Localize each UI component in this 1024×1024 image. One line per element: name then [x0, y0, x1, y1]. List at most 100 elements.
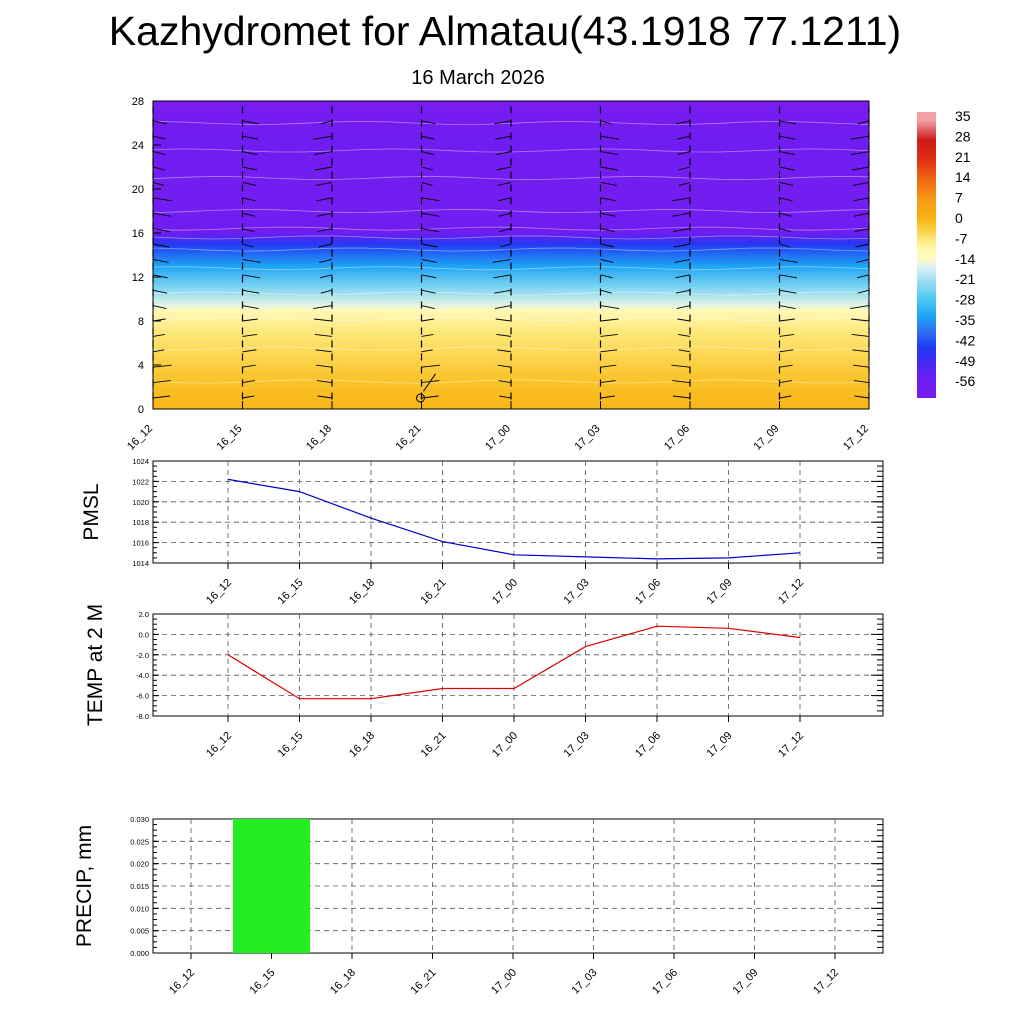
wind-barb: [674, 258, 691, 263]
wind-barb: [152, 228, 170, 233]
wind-barb: [421, 228, 439, 233]
wind-barb: [315, 181, 333, 186]
pmsl-panel: 1014 1016 1018 1020 1022 1024 16_12 16_15 16_18 1…: [80, 457, 884, 607]
y-tick-label: 0.020: [130, 860, 149, 869]
wind-barb: [421, 120, 436, 125]
wind-barb: [421, 258, 438, 263]
y-tick-label: 24: [132, 140, 144, 152]
contour-line: [152, 235, 870, 240]
colorbar-label: -28: [955, 292, 975, 308]
x-tick-label: 17_00: [490, 730, 520, 760]
x-tick-label: 16_18: [347, 730, 377, 760]
wind-barb: [152, 197, 172, 202]
wind-barb: [493, 274, 512, 279]
y-tick-label: 0.030: [130, 815, 149, 824]
wind-barb: [671, 364, 691, 368]
wind-barb: [497, 181, 512, 186]
wind-barb: [421, 289, 436, 294]
x-tick-label: 17_09: [705, 730, 735, 760]
wind-barb: [851, 151, 870, 156]
y-tick-label: 1020: [132, 498, 149, 507]
y-tick-label: 0.000: [130, 949, 149, 958]
y-tick-label: 1024: [132, 457, 149, 466]
precip-panel: 0.000 0.005 0.010 0.015 0.020 0.025 0.030 16_12…: [73, 815, 884, 997]
wind-barb: [779, 364, 793, 368]
wind-barb: [320, 120, 333, 125]
x-tick-label: 16_15: [248, 967, 278, 997]
chart-subtitle: 16 March 2026: [411, 67, 545, 89]
wind-barb: [152, 258, 169, 263]
wind-barb: [675, 274, 691, 279]
panel-frame: [152, 613, 884, 717]
x-tick-label: 16_21: [394, 423, 424, 453]
wind-barb: [242, 349, 257, 353]
colorbar-label: -14: [955, 251, 975, 267]
wind-barb: [779, 380, 792, 384]
wind-barb: [678, 166, 691, 171]
y-tick-label: 2.0: [139, 610, 149, 619]
wind-barb: [421, 197, 440, 202]
wind-barb: [856, 258, 870, 263]
wind-barb: [152, 243, 170, 248]
x-tick-label: 17_12: [811, 967, 841, 997]
wind-barb: [152, 120, 167, 125]
wind-barb: [496, 333, 512, 337]
wind-barb: [242, 274, 261, 279]
x-tick-label: 16_21: [409, 967, 439, 997]
wind-barb: [421, 364, 441, 368]
wind-barb: [852, 349, 870, 353]
wind-barb: [600, 274, 613, 279]
wind-barb: [242, 258, 261, 263]
colorbar-label: 7: [955, 190, 963, 206]
wind-barb: [421, 135, 435, 140]
wind-barb: [499, 228, 512, 233]
wind-barb: [672, 380, 691, 384]
wind-barb: [497, 364, 512, 368]
wind-barb: [600, 318, 619, 322]
wind-barb: [242, 364, 256, 368]
wind-barb: [675, 289, 691, 294]
wind-barb: [152, 305, 167, 310]
wind-barb: [242, 120, 260, 125]
wind-barb: [853, 212, 870, 217]
wind-barb: [600, 181, 617, 186]
precip-bar: [233, 819, 310, 953]
wind-barb: [242, 197, 256, 202]
wind-barb: [850, 135, 870, 140]
wind-barb: [315, 349, 333, 353]
wind-barb: [313, 318, 333, 322]
y-tick-label: 20: [132, 184, 144, 196]
wind-barb: [242, 135, 259, 140]
wind-barb: [853, 197, 870, 202]
y-tick-label: 28: [132, 96, 144, 108]
colorbar-strip: [917, 112, 936, 398]
wind-barb: [318, 243, 333, 248]
colorbar-label: 28: [955, 128, 971, 144]
wind-barb: [242, 318, 258, 322]
wind-barb: [421, 151, 435, 156]
y-tick-label: 0: [138, 404, 144, 416]
wind-barb: [421, 274, 437, 279]
y-axis-label: PRECIP, mm: [73, 825, 96, 947]
wind-barb: [779, 212, 792, 217]
y-tick-label: 0.015: [130, 882, 149, 891]
wind-barb: [242, 212, 255, 217]
wind-barb: [421, 349, 433, 353]
x-tick-label: 16_21: [419, 730, 449, 760]
wind-barb: [317, 395, 333, 399]
wind-barb: [779, 243, 791, 248]
wind-barb: [677, 151, 691, 156]
wind-barb: [779, 181, 794, 186]
wind-barb: [854, 228, 870, 233]
wind-barb: [850, 318, 870, 322]
wind-barb: [600, 289, 612, 294]
y-axis-label: TEMP at 2 M: [84, 604, 107, 726]
wind-barb: [600, 305, 620, 310]
cross-section-panel: 0 4 8 12 16 20 24 28 16_12 16_15 16_18 16_21 17_00 17…: [125, 96, 871, 453]
y-tick-label: 1014: [132, 559, 149, 568]
wind-barb: [779, 135, 796, 140]
wind-barb: [320, 289, 333, 294]
wind-barb: [319, 258, 333, 263]
wind-barb: [152, 181, 165, 186]
wind-barb: [316, 197, 333, 202]
